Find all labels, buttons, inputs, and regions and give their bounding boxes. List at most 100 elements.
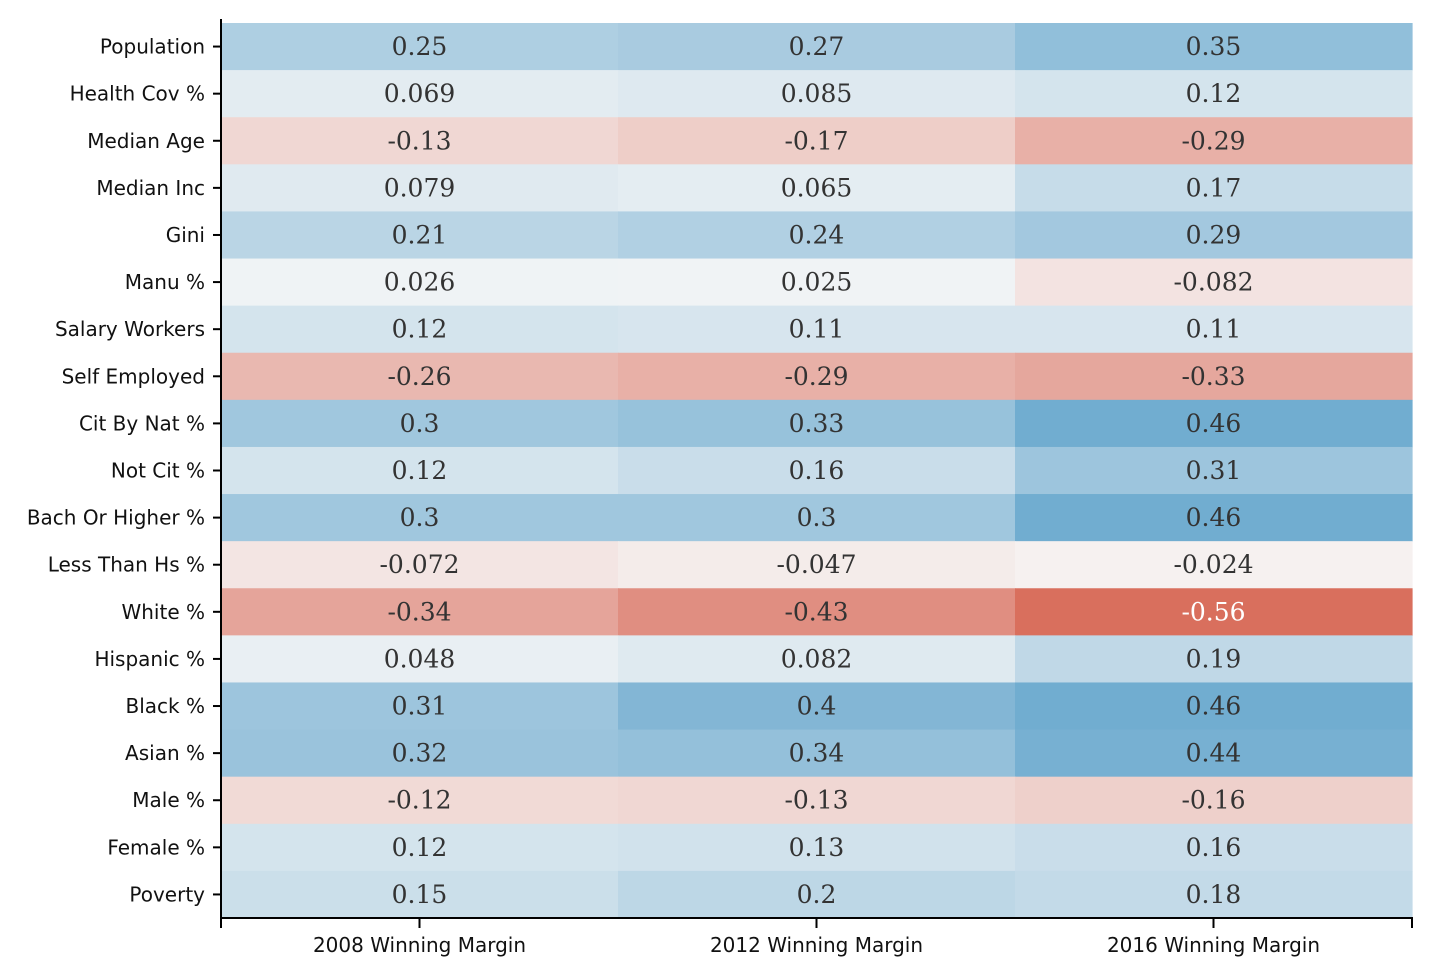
row-label: Manu %	[125, 270, 205, 294]
heatmap-cell	[221, 635, 619, 684]
cell-value-label: -0.34	[387, 597, 451, 626]
heatmap-cell	[1015, 682, 1413, 731]
heatmap-cell	[618, 399, 1016, 448]
row-label: Bach Or Higher %	[27, 506, 205, 530]
cell-value-label: 0.12	[1186, 79, 1242, 108]
cell-value-label: 0.3	[400, 503, 440, 532]
cell-value-label: -0.56	[1181, 597, 1245, 626]
cell-value-label: 0.4	[797, 692, 837, 721]
cell-value-label: -0.16	[1181, 786, 1245, 815]
cells-layer	[221, 23, 1413, 919]
heatmap-cell	[1015, 588, 1413, 636]
heatmap-cell	[618, 870, 1016, 919]
cell-value-label: 0.048	[384, 644, 456, 673]
cell-value-label: -0.26	[387, 362, 451, 391]
cell-value-label: 0.32	[392, 739, 448, 768]
row-label: Self Employed	[62, 364, 205, 388]
cell-value-label: 0.12	[392, 833, 448, 862]
row-label: Median Inc	[96, 176, 205, 200]
row-label: Male %	[132, 788, 205, 812]
row-label: Median Age	[87, 129, 205, 153]
heatmap-cell	[221, 446, 619, 495]
cell-value-label: 0.31	[392, 692, 448, 721]
heatmap-cell	[618, 729, 1016, 778]
heatmap-cell	[1015, 870, 1413, 919]
cell-value-label: 0.13	[789, 833, 845, 862]
heatmap-cell	[221, 729, 619, 778]
heatmap-cell	[221, 588, 619, 636]
cell-value-label: 0.46	[1186, 503, 1242, 532]
heatmap-cell	[1015, 117, 1413, 165]
heatmap-cell	[1015, 541, 1413, 589]
heatmap-cell	[1015, 305, 1413, 354]
heatmap-cell	[618, 164, 1016, 213]
heatmap-cell	[1015, 258, 1413, 307]
cell-value-label: 0.079	[384, 173, 456, 202]
cell-value-label: 0.11	[789, 315, 845, 344]
row-label: White %	[121, 600, 205, 624]
cell-value-label: 0.082	[781, 644, 853, 673]
axes-layer	[213, 19, 1413, 928]
cell-value-label: -0.13	[387, 126, 451, 155]
heatmap-cell	[221, 70, 619, 118]
cell-value-label: 0.21	[392, 220, 448, 249]
cell-value-label: 0.16	[1186, 833, 1242, 862]
column-label: 2012 Winning Margin	[710, 933, 923, 957]
cell-value-label: 0.24	[789, 220, 845, 249]
cell-value-label: 0.25	[392, 32, 448, 61]
cell-value-label: 0.31	[1186, 456, 1242, 485]
row-label: Salary Workers	[55, 317, 205, 341]
heatmap-cell	[221, 305, 619, 354]
cell-value-label: -0.29	[784, 362, 848, 391]
heatmap-cell	[618, 635, 1016, 684]
heatmap-cell	[618, 305, 1016, 354]
row-label: Female %	[107, 835, 205, 859]
heatmap-cell	[221, 211, 619, 260]
cell-value-label: 0.025	[781, 268, 853, 297]
cell-values-layer: 0.25 0.27 0.35 0.069 0.085 0.12 -0.13 -0.17 -0.2…	[379, 32, 1253, 909]
heatmap-cell	[618, 776, 1016, 825]
heatmap-cell	[221, 258, 619, 307]
heatmap-cell	[1015, 70, 1413, 118]
column-label: 2008 Winning Margin	[313, 933, 526, 957]
cell-value-label: -0.13	[784, 786, 848, 815]
heatmap-cell	[221, 870, 619, 919]
heatmap-cell	[1015, 635, 1413, 684]
cell-value-label: 0.026	[384, 268, 456, 297]
heatmap-cell	[1015, 23, 1413, 71]
heatmap-cell	[221, 352, 619, 401]
cell-value-label: -0.17	[784, 126, 848, 155]
heatmap-cell	[618, 211, 1016, 260]
cell-value-label: -0.33	[1181, 362, 1245, 391]
cell-value-label: 0.3	[400, 409, 440, 438]
cell-value-label: 0.3	[797, 503, 837, 532]
cell-value-label: 0.46	[1186, 409, 1242, 438]
cell-value-label: 0.065	[781, 173, 853, 202]
cell-value-label: 0.27	[789, 32, 845, 61]
row-label: Hispanic %	[94, 647, 205, 671]
heatmap-cell	[221, 541, 619, 589]
column-label: 2016 Winning Margin	[1107, 933, 1320, 957]
cell-value-label: -0.43	[784, 597, 848, 626]
heatmap-cell	[221, 776, 619, 825]
cell-value-label: 0.33	[789, 409, 845, 438]
cell-value-label: 0.15	[392, 880, 448, 909]
heatmap-cell	[1015, 399, 1413, 448]
cell-value-label: -0.12	[387, 786, 451, 815]
cell-value-label: 0.19	[1186, 644, 1242, 673]
cell-value-label: 0.11	[1186, 315, 1242, 344]
cell-value-label: 0.12	[392, 315, 448, 344]
row-label: Not Cit %	[111, 459, 205, 483]
heatmap-cell	[1015, 446, 1413, 495]
row-label: Population	[100, 35, 205, 59]
cell-value-label: -0.024	[1173, 550, 1253, 579]
cell-value-label: -0.047	[776, 550, 856, 579]
row-labels-layer: Population Health Cov % Median Age Median I…	[27, 35, 205, 907]
cell-value-label: -0.29	[1181, 126, 1245, 155]
row-label: Asian %	[125, 741, 205, 765]
heatmap-cell	[221, 399, 619, 448]
heatmap-cell	[618, 588, 1016, 636]
heatmap-cell	[618, 446, 1016, 495]
